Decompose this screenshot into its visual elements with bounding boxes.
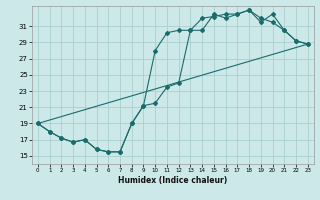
X-axis label: Humidex (Indice chaleur): Humidex (Indice chaleur) [118, 176, 228, 185]
